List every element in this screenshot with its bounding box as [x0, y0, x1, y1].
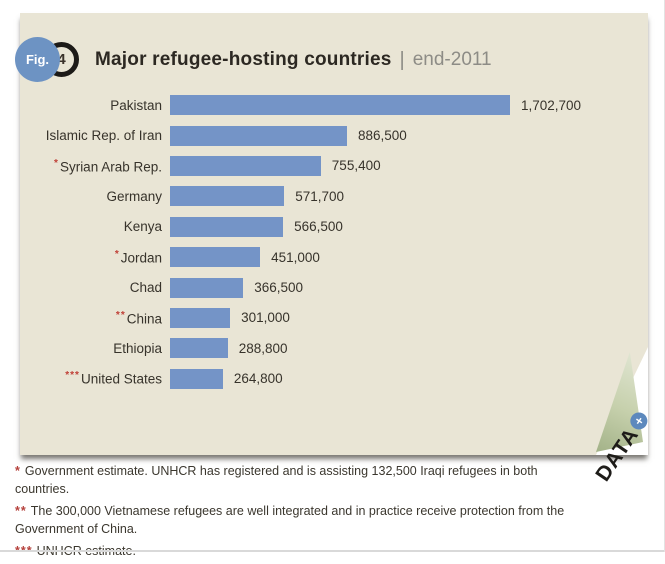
bar-value-label: 451,000	[271, 249, 320, 265]
category-footnote-marker: ***	[65, 370, 80, 382]
bar-value-label: 571,700	[295, 188, 344, 204]
bar	[170, 125, 347, 146]
bar-category-label: Islamic Rep. of Iran	[20, 128, 170, 143]
figure-panel: Fig. 4 Major refugee-hosting countries |…	[15, 13, 651, 486]
category-name: Islamic Rep. of Iran	[45, 128, 162, 144]
bar	[170, 95, 510, 116]
bar-value-label: 886,500	[358, 128, 407, 144]
bar-row: ***United States 264,800	[20, 364, 648, 394]
category-name: China	[126, 311, 162, 327]
category-name: Jordan	[120, 250, 162, 266]
bar-value-label: 1,702,700	[521, 97, 582, 113]
bar-value-label: 566,500	[294, 219, 343, 235]
figure-subtitle: end-2011	[412, 49, 492, 70]
bar-category-label: Germany	[20, 189, 170, 204]
category-name: Syrian Arab Rep.	[59, 159, 162, 175]
fig-label: Fig.	[25, 52, 50, 67]
bar-value-label: 301,000	[241, 310, 290, 326]
figure-title: Major refugee-hosting countries	[95, 49, 392, 70]
bar-category-label: Chad	[20, 280, 170, 295]
bar-row: *Jordan 451,000	[20, 242, 648, 272]
bar	[170, 186, 285, 207]
category-name: Ethiopia	[113, 340, 162, 356]
bar	[170, 247, 261, 268]
category-footnote-marker: *	[114, 248, 120, 260]
bar-row: Kenya 566,500	[20, 212, 648, 242]
footnote-1-text: Government estimate. UNHCR has registere…	[15, 464, 538, 496]
bar-category-label: *Jordan	[20, 249, 170, 266]
footnote-1-marker: *	[15, 464, 21, 478]
bar	[170, 338, 228, 359]
bar	[170, 216, 284, 237]
category-name: Germany	[106, 188, 162, 204]
footnote-2-text: The 300,000 Vietnamese refugees are well…	[15, 504, 565, 536]
bar-category-label: Ethiopia	[20, 341, 170, 356]
category-name: Pakistan	[110, 97, 162, 113]
bar	[170, 277, 244, 298]
category-footnote-marker: *	[54, 157, 59, 169]
figure-title-row: Major refugee-hosting countries | end-20…	[95, 47, 492, 73]
bar-row: *Syrian Arab Rep. 755,400	[20, 151, 648, 181]
bar-row: Islamic Rep. of Iran 886,500	[20, 120, 648, 150]
bar-category-label: Pakistan	[20, 98, 170, 113]
page-bottom-edge	[0, 550, 665, 552]
fig-number: 4	[57, 51, 66, 68]
bar-row: Chad 366,500	[20, 272, 648, 302]
bar-category-label: Kenya	[20, 219, 170, 234]
bar-value-label: 366,500	[254, 280, 303, 296]
footnotes: * Government estimate. UNHCR has register…	[15, 462, 595, 564]
bar-category-label: ***United States	[20, 370, 170, 387]
footnote-1: * Government estimate. UNHCR has register…	[15, 462, 595, 498]
bar-value-label: 755,400	[331, 158, 381, 174]
category-footnote-marker: **	[115, 309, 126, 321]
bar	[170, 307, 231, 328]
category-name: Kenya	[123, 219, 162, 235]
bar-category-label: *Syrian Arab Rep.	[20, 158, 170, 175]
footnote-2-marker: **	[15, 504, 27, 518]
bar-chart: Pakistan 1,702,700 Islamic Rep. of Iran …	[20, 90, 648, 394]
bar	[170, 368, 223, 389]
bar-row: Ethiopia 288,800	[20, 333, 648, 363]
bar-value-label: 288,800	[238, 340, 288, 356]
bar-row: Pakistan 1,702,700	[20, 90, 648, 120]
fig-badge-circle: Fig.	[15, 37, 60, 82]
title-separator: |	[399, 48, 405, 71]
category-name: Chad	[129, 280, 162, 296]
bar-row: **China 301,000	[20, 303, 648, 333]
bar	[170, 155, 321, 176]
category-name: United States	[80, 371, 162, 387]
bar-category-label: **China	[20, 310, 170, 327]
bar-row: Germany 571,700	[20, 181, 648, 211]
footnote-2: ** The 300,000 Vietnamese refugees are we…	[15, 502, 595, 538]
bar-value-label: 264,800	[233, 371, 283, 387]
